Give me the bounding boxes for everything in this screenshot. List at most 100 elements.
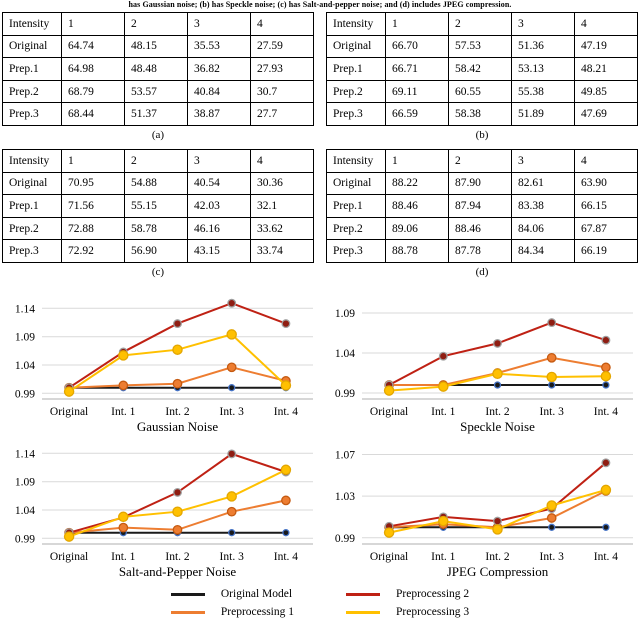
table-header-cell: 2 bbox=[448, 148, 512, 173]
row-label-cell: Prep.3 bbox=[2, 239, 62, 263]
value-cell: 57.53 bbox=[448, 34, 512, 59]
value-cell: 55.15 bbox=[124, 194, 188, 218]
y-tick-label: 1.04 bbox=[15, 505, 35, 517]
table-row: Prep.1 64.98 48.48 36.82 27.93 bbox=[2, 57, 314, 81]
data-point-preprocessing-3 bbox=[546, 371, 557, 383]
value-cell: 38.87 bbox=[187, 102, 251, 126]
table-block-b: Intensity 1 2 3 4 Original 66.70 57.53 51.36 47.1… bbox=[326, 12, 638, 146]
value-cell: 33.74 bbox=[250, 239, 314, 263]
value-cell: 47.19 bbox=[574, 34, 638, 59]
table-header-row: Intensity 1 2 3 4 bbox=[2, 12, 314, 36]
data-point-preprocessing-3 bbox=[383, 385, 395, 396]
x-tick-label: Int. 2 bbox=[485, 406, 510, 418]
value-cell: 51.89 bbox=[511, 102, 575, 126]
table-row: Prep.3 68.44 51.37 38.87 27.7 bbox=[2, 102, 314, 126]
x-tick-label: Original bbox=[50, 406, 88, 418]
table-row: Original 66.70 57.53 51.36 47.19 bbox=[326, 34, 638, 59]
results-table-c: Intensity 1 2 3 4 Original 70.95 54.88 40.54 30.3… bbox=[2, 148, 314, 263]
table-row: Prep.2 69.11 60.55 55.38 49.85 bbox=[326, 79, 638, 104]
x-tick-label: Int. 1 bbox=[431, 406, 456, 418]
value-cell: 66.15 bbox=[574, 194, 638, 218]
table-block-c: Intensity 1 2 3 4 Original 70.95 54.88 40.54 30.3… bbox=[2, 148, 314, 283]
value-cell: 88.22 bbox=[385, 171, 449, 196]
data-point-preprocessing-1 bbox=[226, 506, 237, 517]
value-cell: 49.85 bbox=[574, 79, 638, 104]
table-header-cell: Intensity bbox=[2, 12, 62, 36]
table-row: Prep.3 88.78 87.78 84.34 66.19 bbox=[326, 239, 638, 263]
data-point-preprocessing-3 bbox=[546, 500, 557, 511]
results-table-a: Intensity 1 2 3 4 Original 64.74 48.15 35.53 27.5… bbox=[2, 12, 314, 126]
y-tick-label: 0.99 bbox=[335, 388, 355, 400]
value-cell: 48.21 bbox=[574, 57, 638, 81]
x-tick-label: Int. 3 bbox=[220, 551, 245, 563]
value-cell: 63.90 bbox=[574, 171, 638, 196]
value-cell: 66.59 bbox=[385, 102, 449, 126]
value-cell: 82.61 bbox=[511, 171, 575, 196]
charts-grid: 0.99 1.04 1.09 1.14 Original Int. 1 Int. 2 Int.… bbox=[0, 289, 640, 579]
data-point-preprocessing-2 bbox=[601, 335, 611, 345]
table-row: Original 88.22 87.90 82.61 63.90 bbox=[326, 171, 638, 196]
value-cell: 87.94 bbox=[448, 194, 512, 218]
data-point-preprocessing-2 bbox=[438, 351, 448, 361]
chart-title: Gaussian Noise bbox=[137, 419, 218, 434]
value-cell: 72.88 bbox=[61, 216, 125, 241]
chart-title: Salt-and-Pepper Noise bbox=[119, 564, 237, 579]
legend-item-preprocessing-3: Preprocessing 3 bbox=[346, 606, 469, 619]
results-table-b: Intensity 1 2 3 4 Original 66.70 57.53 51.36 47.1… bbox=[326, 12, 638, 126]
y-tick-label: 1.14 bbox=[15, 303, 35, 315]
value-cell: 70.95 bbox=[61, 171, 125, 196]
x-tick-label: Int. 4 bbox=[594, 406, 619, 418]
value-cell: 88.78 bbox=[385, 239, 449, 263]
value-cell: 27.59 bbox=[250, 34, 314, 59]
chart-legend: Original Model Preprocessing 2 Preproces… bbox=[170, 588, 469, 619]
value-cell: 87.78 bbox=[448, 239, 512, 263]
data-point-original-model bbox=[228, 528, 236, 537]
table-header-row: Intensity 1 2 3 4 bbox=[326, 148, 638, 173]
data-point-preprocessing-3 bbox=[280, 380, 292, 391]
value-cell: 55.38 bbox=[511, 79, 575, 104]
row-label-cell: Prep.2 bbox=[326, 79, 386, 104]
y-tick-label: 1.09 bbox=[335, 308, 355, 320]
table-row: Prep.2 89.06 88.46 84.06 67.87 bbox=[326, 216, 638, 241]
data-point-preprocessing-3 bbox=[492, 368, 503, 379]
table-caption-c: (c) bbox=[151, 265, 165, 278]
x-tick-label: Int. 1 bbox=[431, 551, 456, 563]
value-cell: 66.71 bbox=[385, 57, 449, 81]
data-point-preprocessing-3 bbox=[383, 527, 395, 538]
value-cell: 32.1 bbox=[250, 194, 314, 218]
table-header-cell: 4 bbox=[574, 12, 638, 36]
data-point-preprocessing-2 bbox=[173, 487, 182, 497]
data-point-preprocessing-3 bbox=[438, 515, 449, 527]
table-row: Prep.1 71.56 55.15 42.03 32.1 bbox=[2, 194, 314, 218]
line-chart: 0.99 1.04 1.09 1.14 Original Int. 1 Int. 2 Int.… bbox=[15, 448, 313, 579]
table-header-cell: 4 bbox=[574, 148, 638, 173]
row-label-cell: Prep.3 bbox=[2, 102, 62, 126]
table-row: Prep.2 72.88 58.78 46.16 33.62 bbox=[2, 216, 314, 241]
y-tick-label: 0.99 bbox=[15, 533, 35, 545]
table-header-cell: 2 bbox=[124, 148, 188, 173]
y-tick-label: 1.14 bbox=[15, 448, 35, 460]
row-label-cell: Prep.3 bbox=[326, 102, 386, 126]
value-cell: 53.57 bbox=[124, 79, 188, 104]
value-cell: 84.34 bbox=[511, 239, 575, 263]
table-header-cell: 3 bbox=[187, 148, 251, 173]
tables-row-1: Intensity 1 2 3 4 Original 64.74 48.15 35.53 27.5… bbox=[0, 12, 640, 146]
value-cell: 89.06 bbox=[385, 216, 449, 241]
legend-line-swatch bbox=[346, 593, 380, 596]
value-cell: 27.93 bbox=[250, 57, 314, 81]
data-point-preprocessing-3 bbox=[63, 531, 75, 542]
value-cell: 88.46 bbox=[448, 216, 512, 241]
table-caption-b: (b) bbox=[475, 128, 489, 141]
table-header-cell: 3 bbox=[511, 148, 575, 173]
value-cell: 47.69 bbox=[574, 102, 638, 126]
line-chart: 0.99 1.04 1.09 Original Int. 1 Int. 2 Int. 3 In… bbox=[335, 308, 633, 434]
data-point-preprocessing-3 bbox=[118, 350, 129, 361]
x-tick-label: Int. 2 bbox=[165, 406, 190, 418]
data-point-preprocessing-3 bbox=[492, 524, 503, 535]
data-point-original-model bbox=[602, 381, 610, 389]
y-tick-label: 1.07 bbox=[335, 449, 355, 461]
value-cell: 51.37 bbox=[124, 102, 188, 126]
figure-caption: has Gaussian noise; (b) has Speckle nois… bbox=[128, 0, 512, 9]
row-label-cell: Prep.2 bbox=[2, 79, 62, 104]
